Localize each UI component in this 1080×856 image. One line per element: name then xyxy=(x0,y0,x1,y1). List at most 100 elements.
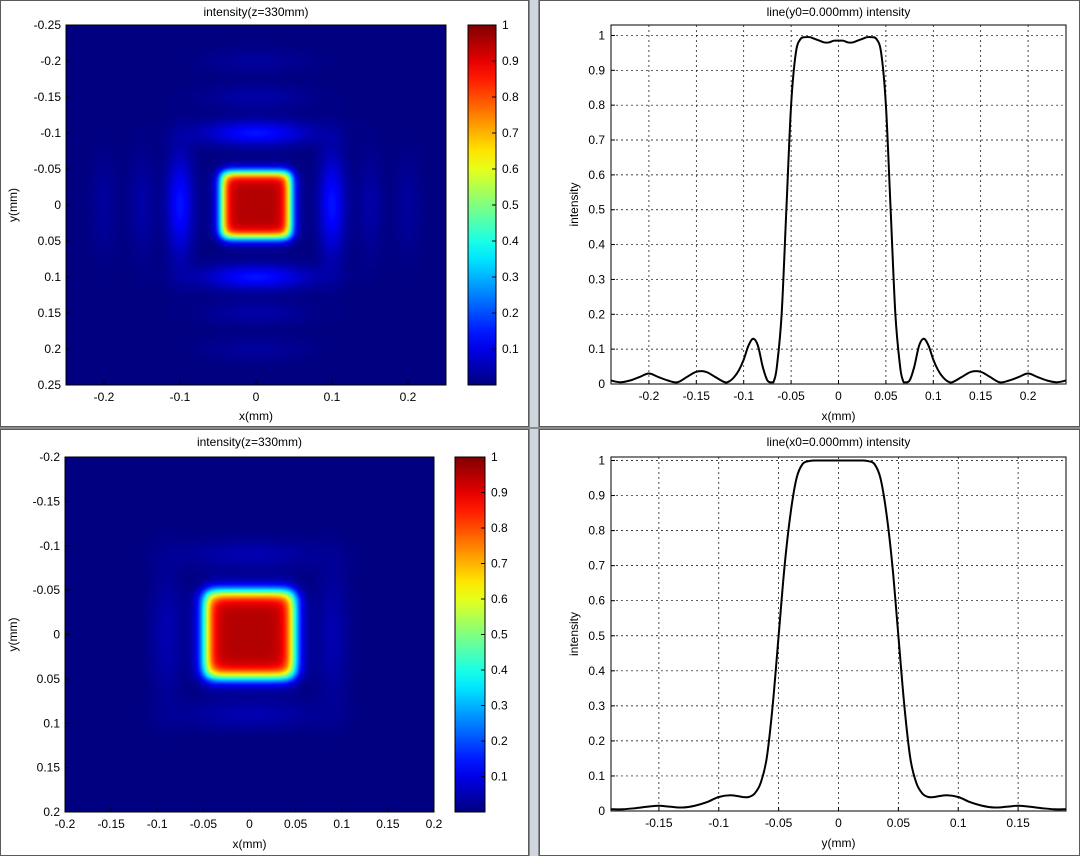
x-tick-label: 0.05 xyxy=(284,817,308,831)
y-tick-label: 0.3 xyxy=(588,272,605,286)
intensity-map xyxy=(65,457,434,812)
y-tick-label: -0.05 xyxy=(34,162,62,176)
y-tick-label: 0.7 xyxy=(588,559,605,573)
colorbar-tick-label: 0.8 xyxy=(502,90,519,104)
line-chart-top: -0.2 -0.15 -0.1 -0.05 0 0.05 0.1 0.15 0.2 0 0.1 0.2… xyxy=(567,5,1067,423)
y-tick-label: 0.7 xyxy=(588,133,605,147)
horizontal-splitter xyxy=(0,427,1080,429)
y-tick-label: 0 xyxy=(54,198,61,212)
x-tick-label: -0.1 xyxy=(147,817,168,831)
intensity-map xyxy=(66,25,446,385)
y-tick-label: 0.05 xyxy=(38,234,62,248)
y-tick-label: 0.5 xyxy=(588,203,605,217)
x-tick-label: -0.05 xyxy=(190,817,218,831)
y-tick-label: 0.9 xyxy=(588,63,605,77)
colorbar-tick-label: 1 xyxy=(502,18,509,32)
y-tick-label: -0.1 xyxy=(40,126,61,140)
y-tick-label: -0.1 xyxy=(39,539,60,553)
y-tick-label: -0.15 xyxy=(34,90,62,104)
x-tick-label: 0 xyxy=(835,816,842,830)
x-tick-label: -0.1 xyxy=(733,389,754,403)
colorbar-tick-label: 0.3 xyxy=(491,699,508,713)
colorbar-tick-label: 0.6 xyxy=(502,162,519,176)
x-tick-label: -0.2 xyxy=(94,390,115,404)
y-tick-label: 0.4 xyxy=(588,238,605,252)
y-tick-label: 0.1 xyxy=(588,342,605,356)
y-tick-label: 0.3 xyxy=(588,699,605,713)
x-tick-label: 0.1 xyxy=(333,817,350,831)
x-axis-label: x(mm) xyxy=(233,837,267,851)
y-tick-label: 0.15 xyxy=(37,761,61,775)
y-tick-label: 0 xyxy=(53,628,60,642)
colorbar-tick-label: 0.7 xyxy=(491,557,508,571)
y-tick-label: 0.2 xyxy=(43,805,60,819)
x-tick-label: 0.2 xyxy=(400,390,417,404)
colorbar-tick-label: 0.9 xyxy=(491,486,508,500)
x-tick-label: -0.2 xyxy=(55,817,76,831)
y-tick-label: -0.25 xyxy=(34,18,62,32)
colorbar-tick-label: 0.2 xyxy=(491,734,508,748)
x-tick-label: 0.15 xyxy=(1006,816,1030,830)
y-tick-label: 0.25 xyxy=(38,378,62,392)
y-tick-label: 0.8 xyxy=(588,98,605,112)
chart-title: intensity(z=330mm) xyxy=(203,5,308,19)
y-tick-label: 0 xyxy=(598,804,605,818)
colorbar-tick-label: 0.7 xyxy=(502,126,519,140)
y-tick-label: 0.15 xyxy=(38,306,62,320)
colorbar xyxy=(467,24,497,386)
x-tick-label: -0.15 xyxy=(97,817,125,831)
x-tick-label: -0.2 xyxy=(639,389,660,403)
chart-title: line(x0=0.000mm) intensity xyxy=(767,435,911,449)
y-tick-label: -0.05 xyxy=(33,583,61,597)
heatmap-chart-top: intensity(z=330mm) x(mm) y(mm) -0.2 -0.1 0 0.1… xyxy=(6,5,519,423)
x-tick-label: 0.15 xyxy=(969,389,993,403)
colorbar-tick-label: 0.4 xyxy=(502,234,519,248)
colorbar-tick-label: 0.4 xyxy=(491,663,508,677)
intensity-line xyxy=(611,35,1066,384)
colorbar-tick-label: 1 xyxy=(491,450,498,464)
intensity-line xyxy=(611,459,1066,811)
y-tick-label: 0.5 xyxy=(588,629,605,643)
y-tick-label: 0.6 xyxy=(588,168,605,182)
line-panel-bottom: -0.15 -0.1 -0.05 0 0.05 0.1 0.15 0 0.1 0.2 0.3 0.4 0… xyxy=(539,429,1080,856)
y-tick-label: 0.4 xyxy=(588,664,605,678)
y-tick-label: 0.1 xyxy=(44,270,61,284)
heatmap-panel-top: intensity(z=330mm) x(mm) y(mm) -0.2 -0.1 0 0.1… xyxy=(0,0,529,427)
line-chart-bottom: -0.15 -0.1 -0.05 0 0.05 0.1 0.15 0 0.1 0.2 0.3 0.4 0… xyxy=(567,435,1067,850)
plot-frame xyxy=(610,456,1067,812)
plot-frame xyxy=(610,24,1067,385)
x-tick-label: 0.15 xyxy=(376,817,400,831)
heatmap-panel-bottom: intensity(z=330mm) x(mm) y(mm) -0.2 -0.15 -0.… xyxy=(0,429,529,856)
y-tick-label: 1 xyxy=(598,454,605,468)
x-tick-label: 0 xyxy=(835,389,842,403)
colorbar-tick-label: 0.1 xyxy=(502,342,519,356)
x-axis-label: x(mm) xyxy=(239,409,273,423)
plot-background xyxy=(611,25,1066,384)
y-tick-label: -0.15 xyxy=(33,494,61,508)
x-tick-label: -0.05 xyxy=(765,816,793,830)
x-tick-label: -0.15 xyxy=(683,389,711,403)
colorbar-tick-label: 0.8 xyxy=(491,521,508,535)
heatmap-chart-bottom: intensity(z=330mm) x(mm) y(mm) -0.2 -0.15 -0.… xyxy=(6,435,508,851)
y-tick-label: 0.2 xyxy=(588,307,605,321)
y-tick-label: 0.2 xyxy=(44,342,61,356)
colorbar xyxy=(454,456,486,813)
y-tick-label: 0.6 xyxy=(588,594,605,608)
y-tick-label: 0.05 xyxy=(37,672,61,686)
y-axis-label: intensity xyxy=(567,612,581,656)
y-axis-label: y(mm) xyxy=(6,188,20,222)
x-axis-label: x(mm) xyxy=(822,409,856,423)
y-tick-label: 0.2 xyxy=(588,734,605,748)
chart-title: line(y0=0.000mm) intensity xyxy=(767,5,911,19)
colorbar-tick-label: 0.6 xyxy=(491,592,508,606)
x-tick-label: -0.1 xyxy=(708,816,729,830)
y-axis-label: y(mm) xyxy=(6,618,20,652)
x-tick-label: -0.05 xyxy=(777,389,805,403)
y-axis-label: intensity xyxy=(567,182,581,226)
x-tick-label: 0.2 xyxy=(1020,389,1037,403)
y-tick-label: 1 xyxy=(598,28,605,42)
y-tick-label: -0.2 xyxy=(40,54,61,68)
y-tick-label: 0.9 xyxy=(588,489,605,503)
colorbar-tick-label: 0.5 xyxy=(502,198,519,212)
colorbar-tick-label: 0.1 xyxy=(491,770,508,784)
